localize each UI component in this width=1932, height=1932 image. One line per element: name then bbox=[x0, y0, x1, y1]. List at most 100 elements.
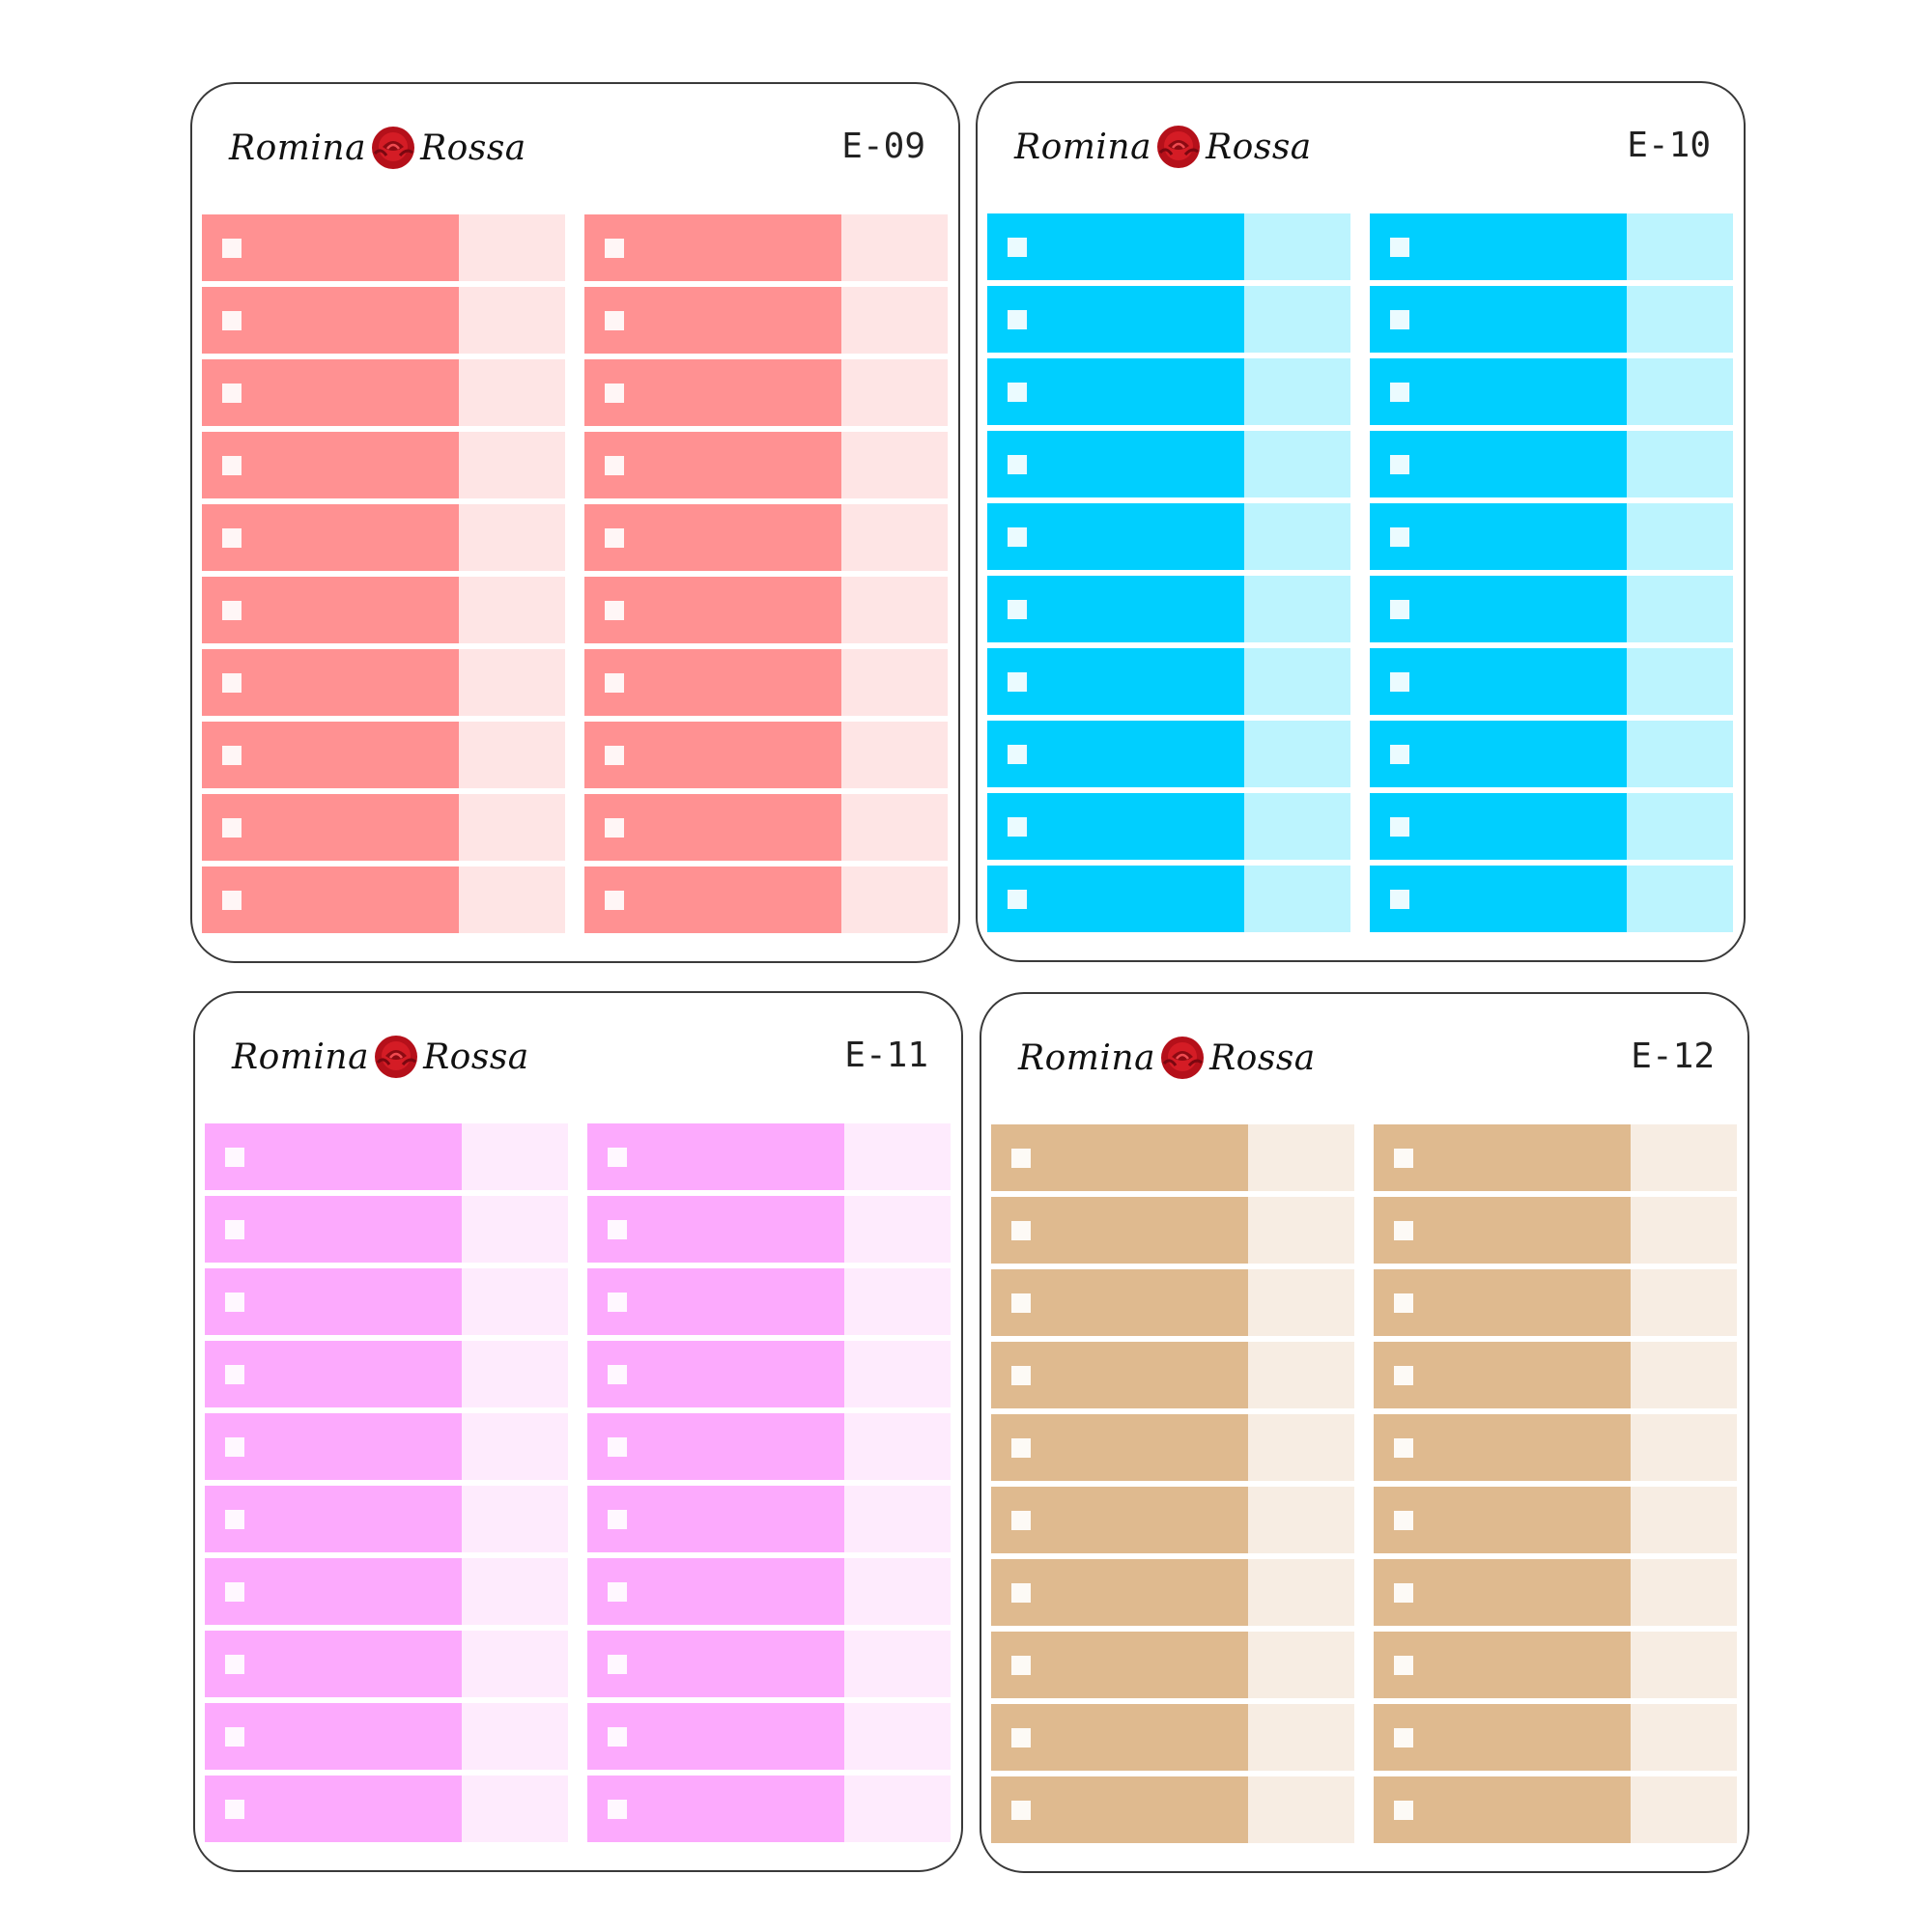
sticker-row bbox=[1370, 648, 1733, 715]
sticker-row bbox=[587, 1196, 951, 1263]
sticker-main bbox=[202, 649, 459, 716]
sticker-row bbox=[202, 649, 565, 716]
sticker-row bbox=[202, 577, 565, 643]
sticker-column bbox=[1374, 1124, 1737, 1843]
brand-second: Rossa bbox=[1206, 127, 1312, 167]
sticker-grid bbox=[991, 1124, 1737, 1843]
sticker-side bbox=[1244, 793, 1350, 860]
sticker-main bbox=[991, 1269, 1248, 1336]
sticker-side bbox=[1248, 1704, 1354, 1771]
sticker-row bbox=[1370, 793, 1733, 860]
sticker-side bbox=[462, 1268, 568, 1335]
sticker-main bbox=[1370, 576, 1627, 642]
sticker-main bbox=[587, 1268, 844, 1335]
sticker-row bbox=[202, 214, 565, 281]
brand-first: Romina bbox=[1014, 127, 1152, 167]
sticker-main bbox=[1370, 721, 1627, 787]
sticker-row bbox=[205, 1776, 568, 1842]
sticker-row bbox=[202, 432, 565, 498]
sticker-side bbox=[459, 867, 565, 933]
sticker-row bbox=[987, 213, 1350, 280]
rose-icon bbox=[1157, 126, 1201, 168]
sticker-side bbox=[1248, 1124, 1354, 1191]
sticker-main bbox=[1370, 648, 1627, 715]
sticker-row bbox=[991, 1342, 1354, 1408]
sticker-row bbox=[1374, 1632, 1737, 1698]
sticker-row bbox=[584, 287, 948, 354]
sticker-row bbox=[987, 431, 1350, 497]
sticker-row bbox=[584, 214, 948, 281]
brand-first: Romina bbox=[1018, 1037, 1156, 1078]
sticker-main bbox=[205, 1776, 462, 1842]
checkbox-icon bbox=[225, 1655, 244, 1674]
sticker-row bbox=[991, 1559, 1354, 1626]
sticker-side bbox=[841, 214, 948, 281]
checkbox-icon bbox=[605, 746, 624, 765]
sticker-side bbox=[1244, 503, 1350, 570]
checkbox-icon bbox=[1390, 817, 1409, 837]
checkbox-icon bbox=[605, 673, 624, 693]
sticker-row bbox=[991, 1632, 1354, 1698]
sticker-row bbox=[991, 1704, 1354, 1771]
checkbox-icon bbox=[1008, 745, 1027, 764]
sticker-sheet: Romina Rossa E-11 bbox=[193, 991, 963, 1872]
sticker-row bbox=[1370, 358, 1733, 425]
sticker-row bbox=[587, 1341, 951, 1407]
sticker-side bbox=[1248, 1342, 1354, 1408]
checkbox-icon bbox=[1008, 527, 1027, 547]
checkbox-icon bbox=[605, 384, 624, 403]
sticker-side bbox=[841, 287, 948, 354]
sticker-main bbox=[1370, 213, 1627, 280]
sticker-side bbox=[844, 1268, 951, 1335]
checkbox-icon bbox=[222, 384, 242, 403]
checkbox-icon bbox=[608, 1437, 627, 1457]
sticker-side bbox=[1627, 431, 1733, 497]
sticker-main bbox=[584, 649, 841, 716]
sticker-side bbox=[459, 432, 565, 498]
sticker-side bbox=[844, 1123, 951, 1190]
sticker-side bbox=[1631, 1632, 1737, 1698]
sticker-side bbox=[844, 1413, 951, 1480]
sticker-main bbox=[587, 1776, 844, 1842]
sticker-row bbox=[202, 722, 565, 788]
sticker-row bbox=[1374, 1414, 1737, 1481]
sheet-code: E-10 bbox=[1627, 126, 1711, 165]
sticker-main bbox=[987, 286, 1244, 353]
sticker-row bbox=[1374, 1124, 1737, 1191]
sticker-main bbox=[991, 1124, 1248, 1191]
checkbox-icon bbox=[605, 528, 624, 548]
sticker-row bbox=[987, 793, 1350, 860]
checkbox-icon bbox=[608, 1727, 627, 1747]
checkbox-icon bbox=[1394, 1293, 1413, 1313]
checkbox-icon bbox=[222, 673, 242, 693]
sticker-main bbox=[205, 1413, 462, 1480]
sticker-row bbox=[205, 1558, 568, 1625]
sticker-row bbox=[1370, 503, 1733, 570]
sticker-main bbox=[987, 576, 1244, 642]
sticker-side bbox=[841, 649, 948, 716]
sticker-side bbox=[1248, 1414, 1354, 1481]
sticker-main bbox=[584, 504, 841, 571]
brand-first: Romina bbox=[229, 128, 367, 168]
checkbox-icon bbox=[608, 1582, 627, 1602]
sticker-main bbox=[205, 1341, 462, 1407]
sticker-side bbox=[841, 504, 948, 571]
sticker-row bbox=[205, 1196, 568, 1263]
sticker-row bbox=[587, 1413, 951, 1480]
sticker-side bbox=[462, 1776, 568, 1842]
sticker-side bbox=[1631, 1776, 1737, 1843]
sticker-row bbox=[1374, 1487, 1737, 1553]
sticker-side bbox=[1631, 1342, 1737, 1408]
sticker-column bbox=[205, 1123, 568, 1842]
checkbox-icon bbox=[605, 818, 624, 838]
sticker-row bbox=[584, 359, 948, 426]
sticker-sheet: Romina Rossa E-09 bbox=[190, 82, 960, 963]
checkbox-icon bbox=[1008, 383, 1027, 402]
sticker-main bbox=[587, 1703, 844, 1770]
sticker-row bbox=[1374, 1704, 1737, 1771]
sticker-side bbox=[1248, 1632, 1354, 1698]
checkbox-icon bbox=[222, 528, 242, 548]
sticker-main bbox=[987, 503, 1244, 570]
checkbox-icon bbox=[1394, 1366, 1413, 1385]
sticker-row bbox=[587, 1486, 951, 1552]
